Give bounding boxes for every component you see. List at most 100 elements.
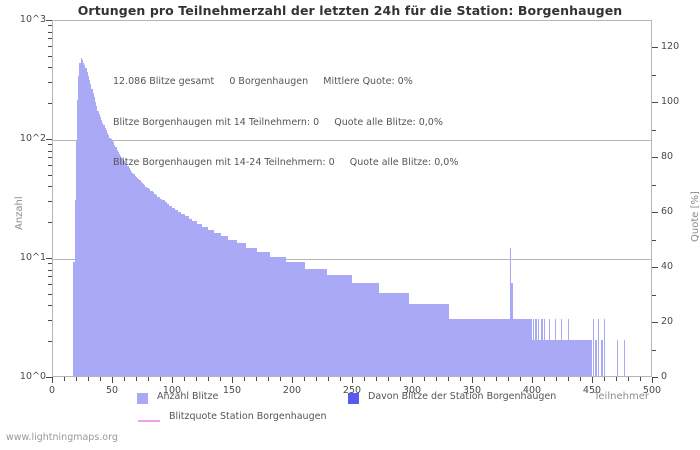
bar: [252, 247, 254, 376]
bar: [187, 216, 189, 376]
bar: [597, 319, 599, 376]
bar: [84, 65, 86, 376]
axis-tick: [64, 377, 65, 381]
bar: [338, 275, 340, 376]
bar: [573, 340, 575, 376]
x-tick-label: 200: [282, 385, 302, 396]
bar: [230, 239, 232, 376]
bar: [111, 140, 113, 376]
axis-tick: [48, 38, 52, 40]
bar: [102, 122, 104, 376]
bar: [549, 340, 551, 376]
bar: [558, 340, 560, 376]
y2-tick-label: 20: [661, 316, 674, 328]
bar: [535, 319, 537, 376]
bar: [481, 319, 483, 376]
axis-tick: [48, 222, 52, 224]
axis-tick: [48, 25, 52, 27]
bar: [518, 319, 520, 376]
bar: [264, 252, 266, 376]
bar: [353, 283, 355, 376]
bar: [391, 292, 393, 376]
footer-url: www.lightningmaps.org: [6, 432, 118, 443]
bar: [444, 304, 446, 376]
axis-tick: [496, 377, 497, 381]
axis-tick: [544, 377, 545, 381]
bar: [114, 144, 116, 376]
bar: [575, 340, 577, 376]
bar: [245, 243, 247, 376]
bar: [169, 205, 171, 376]
bar: [119, 153, 121, 376]
y2-tick-label: 80: [661, 151, 674, 163]
axis-tick: [460, 377, 461, 381]
bar: [457, 319, 459, 376]
bar: [473, 319, 475, 376]
axis-tick: [48, 46, 52, 48]
bar: [345, 275, 347, 376]
bar: [489, 319, 491, 376]
bar: [247, 247, 249, 376]
bar: [291, 262, 293, 376]
bar: [463, 319, 465, 376]
bar: [122, 159, 124, 376]
bar: [464, 319, 466, 376]
bar: [104, 127, 106, 376]
bar: [342, 275, 344, 376]
bar: [120, 155, 122, 376]
bar: [375, 283, 377, 376]
bar: [143, 184, 145, 376]
bar: [560, 319, 562, 376]
bar: [439, 304, 441, 376]
bar: [152, 192, 154, 376]
bar: [182, 213, 184, 376]
bar: [579, 340, 581, 376]
bar: [225, 236, 227, 376]
bar: [547, 340, 549, 376]
bar: [77, 99, 79, 376]
bar: [251, 247, 253, 376]
bar: [541, 319, 543, 376]
bar: [366, 283, 368, 376]
bar: [351, 283, 353, 376]
bar: [299, 262, 301, 376]
bar: [93, 97, 95, 376]
bar: [593, 319, 595, 376]
bar: [327, 275, 329, 376]
bar: [425, 304, 427, 376]
bar: [527, 319, 529, 376]
bar: [326, 275, 328, 376]
bar: [235, 239, 237, 376]
bar: [151, 190, 153, 376]
bar: [315, 268, 317, 376]
x-tick-label: 350: [462, 385, 482, 396]
axis-tick: [316, 377, 317, 381]
bar: [426, 304, 428, 376]
axis-tick: [124, 377, 125, 381]
bar: [414, 304, 416, 376]
bar: [387, 292, 389, 376]
axis-tick: [436, 377, 437, 381]
bar: [534, 340, 536, 376]
bar: [155, 193, 157, 376]
bar: [311, 268, 313, 376]
bar: [207, 229, 209, 376]
axis-tick: [48, 186, 52, 188]
bar: [325, 268, 327, 376]
bar: [127, 166, 129, 376]
bar: [476, 319, 478, 376]
gridline: [53, 259, 651, 260]
bar: [344, 275, 346, 376]
bar: [258, 252, 260, 376]
bar: [570, 340, 572, 376]
annotation-line-3: Blitze Borgenhaugen mit 14-24 Teilnehmer…: [113, 157, 459, 168]
bar: [477, 319, 479, 376]
axis-tick: [616, 377, 617, 381]
bar: [265, 252, 267, 376]
bar: [86, 71, 88, 376]
bar: [181, 213, 183, 376]
bar: [206, 226, 208, 376]
bar: [421, 304, 423, 376]
axis-tick: [628, 377, 629, 381]
bar: [561, 340, 563, 376]
